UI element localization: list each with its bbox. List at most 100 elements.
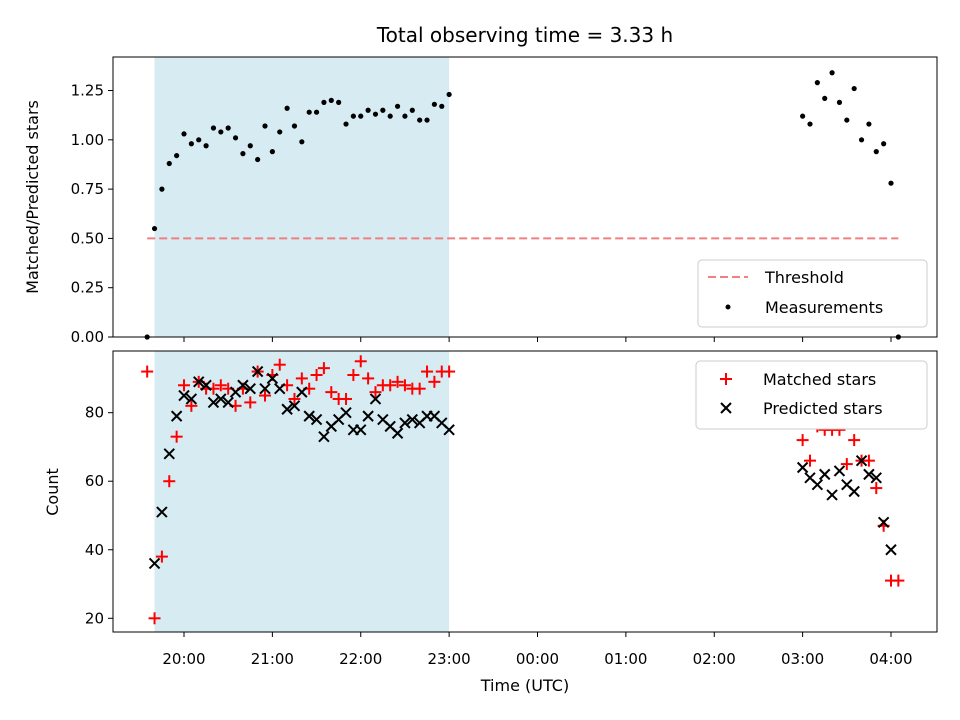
y-tick-label: 40 (85, 541, 104, 559)
predicted-star-point (796, 461, 809, 474)
y-tick-label: 20 (85, 609, 104, 627)
predicted-star-point (303, 410, 315, 422)
x-tick-label: 21:00 (251, 650, 294, 668)
x-tick-label: 22:00 (339, 650, 382, 668)
bottom-panel: 20 40 60 80 20:00 21:00 22:00 23:00 00:00 01:00 02… (43, 350, 938, 695)
top-legend-box (697, 259, 928, 328)
matched-star-point (848, 434, 861, 447)
predicted-star-point (193, 376, 205, 388)
predicted-star-point (251, 365, 264, 378)
measurement-point (844, 117, 850, 123)
matched-star-point (178, 379, 190, 392)
y-tick-label: 0.75 (71, 180, 104, 198)
measurement-point (372, 111, 379, 117)
matched-star-point (421, 365, 434, 378)
predicted-star-point (406, 413, 419, 426)
matched-star-point (273, 358, 286, 371)
predicted-star-point (200, 379, 212, 391)
measurement-point (417, 117, 423, 123)
predicted-star-point (185, 393, 198, 405)
predicted-star-point (148, 557, 161, 570)
matched-star-point (398, 379, 411, 392)
top-legend: Threshold Measurements (697, 259, 928, 328)
measurement-point (181, 131, 187, 137)
matched-star-point (391, 375, 404, 388)
matched-star-point (317, 362, 330, 375)
matched-star-point (244, 396, 257, 409)
bottom-legend-box (695, 360, 928, 430)
measurement-point (439, 103, 445, 109)
measurement-point (394, 103, 401, 109)
predicted-star-point (877, 516, 890, 529)
matched-star-point (214, 379, 227, 392)
measurement-point (866, 121, 872, 127)
measurement-point (851, 85, 857, 92)
legend-measurements-label: Measurements (765, 298, 883, 317)
predicted-star-point (259, 382, 271, 395)
matched-star-point (369, 386, 382, 399)
x-tick-label: 20:00 (162, 650, 205, 668)
measurement-point (313, 109, 320, 115)
top-y-axis-label: Matched/Predicted stars (23, 100, 42, 294)
measurement-point (888, 180, 894, 186)
x-tick-label: 00:00 (516, 650, 559, 668)
measurement-point (387, 113, 393, 119)
predicted-star-point (288, 400, 301, 412)
bottom-legend: Matched stars Predicted stars (695, 360, 928, 430)
matched-star-point (862, 454, 875, 467)
measurement-point (402, 113, 408, 119)
measurement-point (800, 113, 806, 119)
matched-star-point (347, 368, 360, 381)
predicted-star-point (885, 544, 897, 556)
predicted-star-point (318, 430, 330, 443)
measurement-point (409, 107, 415, 113)
predicted-star-point (362, 410, 374, 422)
measurement-point (380, 107, 386, 113)
predicted-star-point (355, 424, 367, 436)
measurement-point (247, 143, 253, 149)
predicted-star-point (443, 424, 455, 436)
measurement-point (210, 125, 217, 131)
predicted-star-point (391, 427, 404, 439)
x-tick-label: 23:00 (428, 650, 471, 668)
measurement-point (269, 149, 275, 155)
x-axis-label: Time (UTC) (480, 676, 569, 695)
predicted-star-point (310, 413, 323, 426)
matched-star-point (892, 574, 905, 587)
measurement-point (188, 141, 194, 147)
chart-title: Total observing time = 3.33 h (376, 23, 673, 47)
matched-star-point (259, 389, 272, 402)
measurement-point (232, 135, 239, 141)
predicted-star-point (237, 379, 249, 391)
predicted-star-point (266, 372, 279, 385)
matched-star-point (310, 368, 323, 381)
y-tick-label: 0.50 (71, 229, 104, 247)
predicted-star-point (296, 386, 308, 398)
measurement-point (858, 137, 865, 143)
measurement-point (196, 137, 202, 143)
measurement-point (262, 123, 268, 129)
measurement-point (358, 113, 364, 119)
predicted-star-point (178, 389, 190, 402)
matched-star-point (413, 382, 426, 395)
measurement-point (836, 99, 843, 105)
measurement-point (814, 80, 820, 86)
predicted-star-point (833, 465, 846, 477)
x-tick-label: 02:00 (693, 650, 736, 668)
predicted-star-point (863, 468, 875, 481)
matched-star-point (354, 355, 367, 368)
top-panel: 0.00 0.25 0.50 0.75 1.00 1.25 Matched/Predict… (23, 56, 938, 346)
measurement-point (174, 152, 180, 159)
legend-predicted-swatch (720, 402, 732, 414)
bottom-y-axis-label: Count (43, 468, 62, 516)
predicted-star-point (163, 448, 175, 460)
predicted-star-point (207, 396, 220, 409)
top-shaded-region (154, 57, 450, 337)
matched-star-point (803, 454, 816, 467)
matched-star-point (155, 550, 168, 563)
measurement-point (343, 121, 349, 127)
measurement-point (240, 151, 246, 157)
predicted-star-point (274, 382, 286, 395)
matched-star-point (428, 375, 441, 388)
